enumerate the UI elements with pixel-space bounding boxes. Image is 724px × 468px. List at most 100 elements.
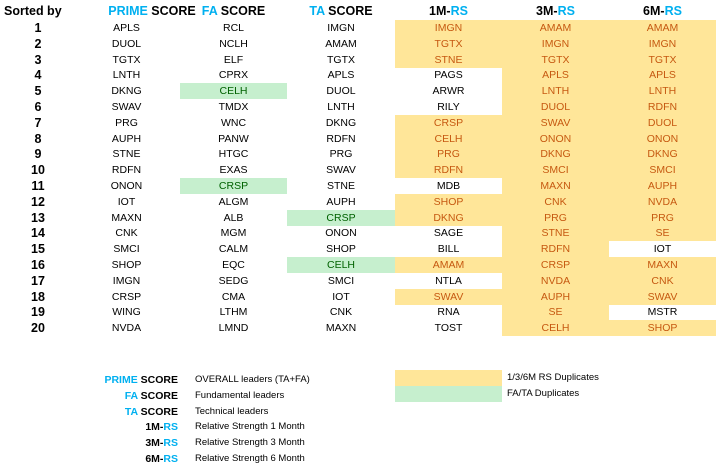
swatch-label: FA/TA Duplicates bbox=[507, 387, 580, 399]
ta-cell: DUOL bbox=[326, 85, 356, 98]
rs1-cell: TOST bbox=[434, 322, 463, 335]
rs3-cell: DUOL bbox=[502, 99, 609, 115]
table-row: 4 LNTH CPRX APLS PAGS APLS APLS bbox=[0, 67, 724, 84]
legend-key-prefix: 6M- bbox=[145, 453, 164, 465]
prime-cell: SMCI bbox=[113, 243, 140, 256]
legend-description: OVERALL leaders (TA+FA) bbox=[195, 374, 310, 385]
rs6-cell: CNK bbox=[609, 272, 716, 289]
prime-cell: APLS bbox=[113, 22, 140, 34]
rs1-cell: PAGS bbox=[434, 69, 463, 82]
rs1-cell: RDFN bbox=[395, 162, 502, 179]
rs1-header: 1M-RS bbox=[395, 2, 502, 20]
table-row: 3 TGTX ELF TGTX STNE TGTX TGTX bbox=[0, 51, 724, 68]
rs3-cell: APLS bbox=[502, 67, 609, 84]
rank-cell: 2 bbox=[34, 36, 42, 51]
rank-cell: 7 bbox=[34, 115, 42, 130]
legend-description: Relative Strength 1 Month bbox=[195, 421, 305, 433]
fa-cell: EXAS bbox=[219, 164, 248, 177]
fa-cell: SEDG bbox=[218, 274, 249, 287]
prime-cell: MAXN bbox=[111, 211, 142, 224]
rank-cell: 18 bbox=[31, 289, 45, 304]
rs1-cell: CRSP bbox=[395, 114, 502, 131]
legend-description: Fundamental leaders bbox=[195, 389, 285, 401]
ta-cell: DKNG bbox=[325, 116, 357, 129]
table-row: 15 SMCI CALM SHOP BILL RDFN IOT bbox=[0, 241, 724, 258]
fa-cell: TMDX bbox=[218, 101, 249, 113]
table-row: 16 SHOP EQC CELH AMAM CRSP MAXN bbox=[0, 257, 724, 273]
rank-cell: 6 bbox=[34, 100, 42, 114]
ta-cell: ONON bbox=[325, 227, 357, 240]
prime-cell: ONON bbox=[110, 180, 143, 192]
fa-cell: RCL bbox=[222, 22, 244, 34]
table-row: 1 APLS RCL IMGN IMGN AMAM AMAM bbox=[0, 20, 724, 36]
rank-cell: 3 bbox=[34, 52, 42, 67]
rs6-cell: AMAM bbox=[609, 20, 716, 36]
swatch-label: 1/3/6M RS Duplicates bbox=[507, 372, 599, 383]
fa-cell: CELH bbox=[180, 83, 287, 100]
rs1-cell: RILY bbox=[437, 101, 460, 113]
fa-score-header: FA SCORE bbox=[180, 2, 287, 20]
rs1-cell: SWAV bbox=[395, 288, 502, 305]
legend-key-prefix: 3M- bbox=[145, 437, 164, 450]
prime-cell: AUPH bbox=[111, 132, 142, 145]
rs3-cell: AUPH bbox=[502, 288, 609, 305]
fa-cell: WNC bbox=[220, 116, 247, 129]
table-row: 14 CNK MGM ONON SAGE STNE SE bbox=[0, 225, 724, 242]
rs1-prefix: 1M- bbox=[429, 4, 451, 18]
rs1-cell: SAGE bbox=[433, 227, 464, 240]
prime-cell: STNE bbox=[112, 148, 141, 161]
prime-cell: SWAV bbox=[111, 101, 142, 113]
rs1-cell: BILL bbox=[437, 243, 460, 256]
ta-accent: TA bbox=[309, 4, 325, 18]
table-row: 5 DKNG CELH DUOL ARWR LNTH LNTH bbox=[0, 83, 724, 100]
table-row: 19 WING LTHM CNK RNA SE MSTR bbox=[0, 304, 724, 321]
fa-cell: PANW bbox=[218, 132, 249, 145]
fa-cell: ALGM bbox=[218, 195, 249, 208]
legend-key: FA SCORE bbox=[96, 388, 178, 404]
rank-cell: 16 bbox=[31, 258, 45, 272]
prime-cell: RDFN bbox=[111, 164, 142, 177]
ta-cell: SMCI bbox=[327, 274, 355, 287]
rank-cell: 10 bbox=[31, 163, 45, 178]
rs3-cell: LNTH bbox=[502, 83, 609, 100]
rs6-cell: LNTH bbox=[609, 83, 716, 100]
legend-key-prefix: 1M- bbox=[145, 421, 164, 434]
rank-cell: 11 bbox=[31, 179, 45, 193]
fa-cell: MGM bbox=[220, 227, 247, 240]
rs3-cell: SWAV bbox=[502, 114, 609, 131]
legend-key-rest: SCORE bbox=[137, 389, 178, 402]
rs1-cell: SHOP bbox=[395, 193, 502, 210]
table-row: 18 CRSP CMA IOT SWAV AUPH SWAV bbox=[0, 288, 724, 305]
rs1-cell: PRG bbox=[395, 146, 502, 163]
ta-cell: CELH bbox=[287, 257, 395, 273]
rank-cell: 19 bbox=[31, 305, 45, 320]
table-row: 17 IMGN SEDG SMCI NTLA NVDA CNK bbox=[0, 272, 724, 289]
legend-key-accent: RS bbox=[163, 437, 178, 450]
prime-cell: LNTH bbox=[112, 69, 141, 82]
legend-key-accent: RS bbox=[163, 453, 178, 465]
rs3-cell: TGTX bbox=[502, 51, 609, 68]
rs1-cell: RNA bbox=[437, 306, 460, 319]
rs6-cell: PRG bbox=[609, 209, 716, 226]
ta-cell: SWAV bbox=[326, 164, 356, 177]
fa-accent: FA bbox=[201, 4, 218, 18]
rs1-cell: TGTX bbox=[395, 35, 502, 52]
legend-item: 6M-RS Relative Strength 6 Month bbox=[0, 451, 400, 467]
legend-item: PRIME SCORE OVERALL leaders (TA+FA) bbox=[0, 372, 400, 388]
rs6-cell: RDFN bbox=[609, 99, 716, 115]
rs1-cell: NTLA bbox=[435, 274, 462, 287]
rank-cell: 15 bbox=[31, 242, 45, 257]
rs3-cell: NVDA bbox=[502, 272, 609, 289]
rs3-cell: AMAM bbox=[502, 20, 609, 36]
table-row: 12 IOT ALGM AUPH SHOP CNK NVDA bbox=[0, 193, 724, 210]
rs-duplicates-swatch bbox=[395, 370, 502, 386]
rank-cell: 1 bbox=[34, 21, 42, 35]
fa-cell: CMA bbox=[221, 290, 246, 303]
rs6-cell: SE bbox=[609, 225, 716, 242]
rs6-cell: NVDA bbox=[609, 193, 716, 210]
rs6-cell: DUOL bbox=[609, 114, 716, 131]
fa-cell: ELF bbox=[223, 53, 244, 66]
legend-item: TA SCORE Technical leaders bbox=[0, 404, 400, 420]
rs1-cell: IMGN bbox=[395, 20, 502, 36]
table-row: 8 AUPH PANW RDFN CELH ONON ONON bbox=[0, 130, 724, 147]
